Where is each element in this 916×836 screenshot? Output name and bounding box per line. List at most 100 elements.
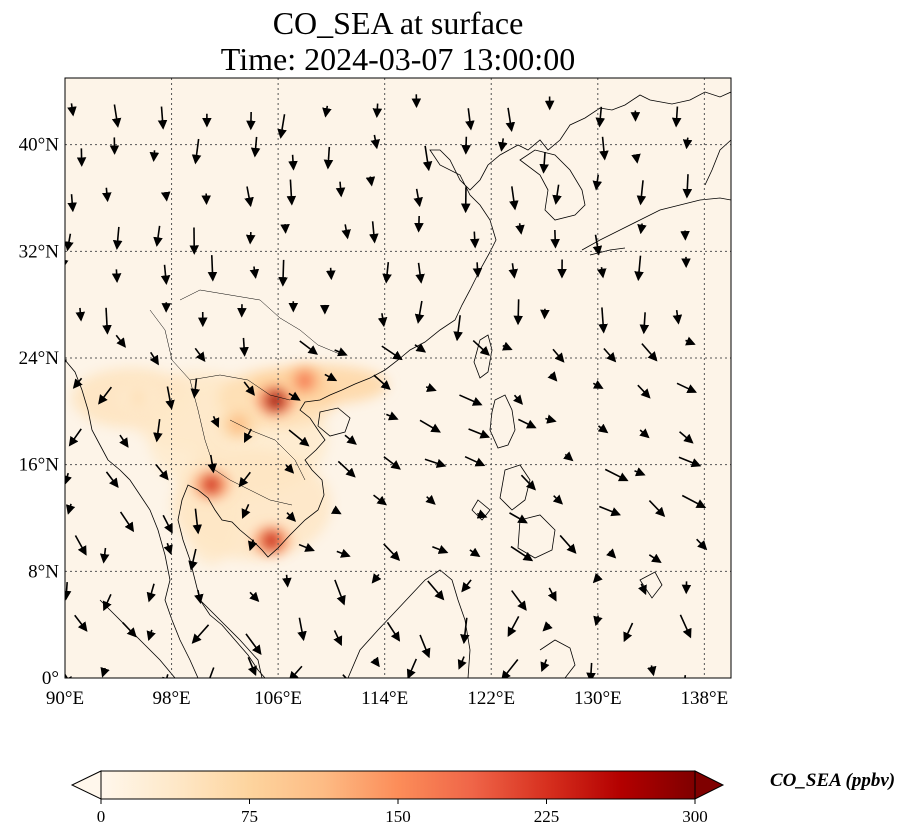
lon-tick-label: 98°E [152,688,190,709]
wind-arrow [244,186,254,208]
wind-arrow [542,621,553,632]
wind-arrow [559,534,577,554]
wind-arrow [472,262,483,278]
wind-arrow [288,391,301,401]
wind-arrow [539,151,549,174]
wind-arrow [111,269,122,284]
wind-arrow [682,137,693,150]
wind-arrow [192,508,203,535]
wind-arrow [370,656,380,668]
wind-arrow [299,340,318,355]
wind-arrow [365,176,376,187]
wind-arrow [165,386,175,410]
wind-arrow [68,428,82,447]
colorbar-tick-label: 300 [682,807,708,826]
wind-arrow [326,267,336,281]
wind-arrow [469,547,481,558]
wind-arrow [278,259,288,287]
map-title: CO_SEA at surface [272,5,524,41]
wind-arrow [639,312,650,335]
wind-arrow [75,307,86,322]
coastline-sumatra [99,599,176,678]
wind-arrow [520,474,536,491]
wind-arrow [249,591,260,603]
wind-arrow [288,429,310,447]
wind-arrow [593,615,603,627]
wind-arrow [74,614,88,632]
colorbar-gradient [100,770,696,800]
wind-arrow [515,223,525,235]
wind-arrow [207,454,217,474]
wind-arrow [465,108,475,131]
wind-arrow [552,494,564,505]
map-subtitle-time: Time: 2024-03-07 13:00:00 [220,41,576,77]
lon-tick-label: 138°E [681,688,729,709]
wind-arrow [413,188,423,208]
lat-tick-label: 8°N [28,561,59,582]
latitude-ticks: 0° 8°N 16°N 24°N 32°N 40°N [19,135,60,689]
wind-arrow [508,263,519,279]
wind-arrow [72,377,83,389]
wind-arrow [98,386,113,405]
wind-arrow [162,514,173,534]
wind-arrow [122,621,137,638]
coastline-halmahera [639,571,663,599]
wind-arrow [419,419,441,433]
wind-arrow [641,343,658,362]
lon-tick-label: 90°E [46,688,84,709]
wind-arrow [510,545,534,562]
colorbar-over-extension [694,770,725,800]
wind-arrow [406,658,418,678]
wind-arrow [518,418,537,429]
wind-arrow [634,467,646,477]
wind-arrow [647,665,657,677]
wind-arrow [547,587,557,602]
wind-arrow [324,372,338,382]
wind-arrow [284,463,295,474]
coastline-south-china [177,91,731,678]
wind-arrow [597,267,607,279]
wind-arrow [243,428,253,444]
wind-arrow [545,414,557,424]
wind-arrow [386,621,401,642]
wind-arrow [74,535,87,556]
wind-arrow [637,384,651,399]
wind-arrow [298,542,315,552]
wind-arrow [297,617,307,642]
wind-arrow [476,509,488,519]
coastline-malay-peninsula [199,599,263,678]
wind-arrow [102,307,112,335]
wind-arrow [344,434,357,445]
wind-arrow [102,187,112,203]
wind-arrow [277,114,287,139]
wind-arrow [160,264,171,286]
wind-arrow [671,106,682,128]
wind-arrow [540,659,550,673]
wind-arrow [509,512,528,524]
wind-arrow [65,582,72,601]
wind-arrow [115,334,126,348]
longitude-ticks: 90°E 98°E 106°E 114°E 122°E 130°E 138°E [46,688,728,709]
wind-arrow [190,378,201,399]
wind-arrow [636,180,647,206]
co-hotspot [253,526,290,555]
wind-arrow [335,181,346,198]
wind-arrow [112,226,123,250]
wind-arrow [425,382,437,392]
wind-arrow [191,624,210,644]
wind-arrow [160,191,171,202]
colorbar-tick-label: 150 [385,807,411,826]
colorbar-label: CO_SEA (ppbv) [770,770,896,791]
wind-arrow [468,428,491,439]
wind-arrow [415,262,425,284]
wind-arrow [505,107,516,132]
wind-arrow [163,542,173,555]
co-hotspot [120,384,157,412]
lat-tick-label: 0° [42,668,59,689]
wind-arrow [111,104,122,128]
lat-tick-label: 40°N [19,135,60,156]
wind-arrow [552,184,562,205]
wind-arrow [679,431,694,444]
wind-arrow [194,589,204,605]
wind-arrow [146,583,156,603]
